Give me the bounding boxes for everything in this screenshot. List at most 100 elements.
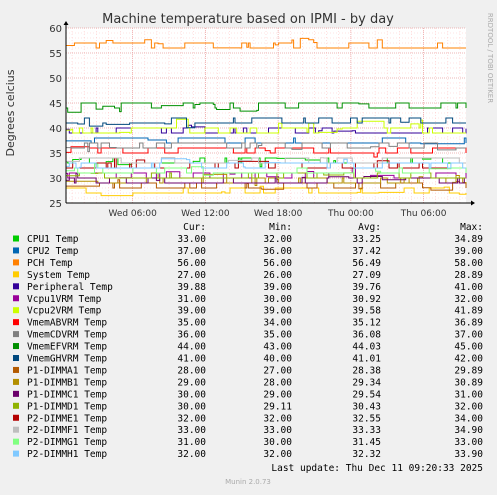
legend-value-max: 33.00 [454,437,483,448]
legend-value-avg: 41.01 [352,354,381,365]
legend-value-min: 28.00 [263,377,292,388]
legend-value-avg: 28.38 [352,365,381,376]
legend-value-avg: 30.92 [352,294,381,305]
munin-version: Munin 2.0.73 [225,478,271,486]
x-axis-arrow [471,200,475,206]
legend-value-cur: 29.00 [177,377,206,388]
legend-value-cur: 44.00 [177,342,206,353]
legend-value-cur: 41.00 [177,354,206,365]
legend-series-name: VmemEFVRM Temp [27,342,107,353]
legend-swatch [13,295,19,302]
legend-header-cur: Cur: [183,222,206,233]
legend-swatch [13,426,19,433]
legend-value-cur: 32.00 [177,449,206,460]
legend-value-max: 58.00 [454,258,483,269]
legend-value-avg: 33.25 [352,234,381,245]
legend-value-avg: 56.49 [352,258,381,269]
legend-value-min: 43.00 [263,342,292,353]
legend-swatch [13,343,19,350]
legend-header-avg: Avg: [358,222,381,233]
legend-value-min: 33.00 [263,425,292,436]
legend-value-min: 32.00 [263,234,292,245]
legend-series-name: P2-DIMMG1 Temp [27,437,107,448]
x-tick-label: Thu 06:00 [400,209,447,219]
legend-swatch [13,366,19,373]
legend-value-max: 30.89 [454,377,483,388]
series-line [66,142,466,153]
legend-value-avg: 27.09 [352,270,381,281]
legend-value-cur: 27.00 [177,270,206,281]
legend-value-cur: 39.00 [177,306,206,317]
legend-value-max: 33.90 [454,449,483,460]
legend-value-min: 36.00 [263,246,292,257]
legend-swatch [13,355,19,361]
legend-value-max: 31.00 [454,389,483,400]
legend-value-max: 34.90 [454,425,483,436]
plot-area: 25 30 35 40 45 50 55 60 Wed 06:00 Wed 12:00 Wed 18… [49,21,475,219]
legend-value-avg: 30.43 [352,401,381,412]
legend-value-avg: 32.55 [352,413,381,424]
series-line [66,146,467,158]
legend-value-cur: 56.00 [177,258,206,269]
legend-value-max: 41.89 [454,306,483,317]
legend-value-min: 27.00 [263,365,292,376]
legend-value-avg: 29.54 [352,389,381,400]
x-tick-label: Wed 06:00 [108,209,157,219]
legend-value-cur: 30.00 [177,401,206,412]
legend-series-name: Vcpu1VRM Temp [27,294,102,305]
legend-value-cur: 33.00 [177,425,206,436]
legend-swatch [13,319,19,326]
legend-value-min: 40.00 [263,354,292,365]
legend-series-name: CPU2 Temp [27,246,79,257]
legend-value-avg: 31.45 [352,437,381,448]
chart-title: Machine temperature based on IPMI - by d… [102,12,394,27]
legend-value-min: 30.00 [263,437,292,448]
legend-value-max: 45.00 [454,342,483,353]
legend-value-avg: 32.32 [352,449,381,460]
legend-swatch [13,283,19,290]
y-tick-label: 40 [49,124,62,135]
y-axis-arrow [63,21,69,25]
series-line [66,102,467,113]
series-line [66,158,466,169]
legend-swatch [13,235,19,242]
legend-value-max: 34.89 [454,234,483,245]
legend-value-cur: 28.00 [177,365,206,376]
legend-value-avg: 35.12 [352,318,381,329]
legend-swatch [13,307,19,314]
legend-series-name: CPU1 Temp [27,234,79,245]
legend-series-name: VmemCDVRM Temp [27,330,107,341]
legend-value-avg: 33.33 [352,425,381,436]
legend-series-name: VmemABVRM Temp [27,318,107,329]
y-tick-label: 25 [49,199,62,210]
legend-swatch [13,414,19,421]
legend-value-cur: 31.00 [177,437,206,448]
x-tick-label: Wed 12:00 [181,209,230,219]
legend-value-max: 29.89 [454,365,483,376]
legend-swatch [13,331,19,338]
legend-value-min: 35.00 [263,330,292,341]
legend: Cur: Min: Avg: Max:CPU1 Temp 33.00 32.00 33.25… [13,222,483,460]
legend-value-cur: 30.00 [177,389,206,400]
legend-swatch [13,378,19,385]
y-tick-label: 55 [49,49,62,60]
x-tick-label: Wed 18:00 [254,209,303,219]
legend-swatch [13,450,19,457]
legend-value-cur: 37.00 [177,246,206,257]
series-line [66,37,466,49]
series-line [66,117,466,129]
legend-value-avg: 39.58 [352,306,381,317]
rrdtool-label: RRDTOOL / TOBI OETIKER [486,13,494,103]
last-update: Last update: Thu Dec 11 09:20:33 2025 [271,463,483,474]
legend-swatch [13,271,19,278]
legend-value-min: 56.00 [263,258,292,269]
legend-swatch [13,259,19,266]
legend-value-min: 30.00 [263,294,292,305]
legend-value-max: 36.89 [454,318,483,329]
legend-series-name: P1-DIMMC1 Temp [27,389,107,400]
y-tick-label: 35 [49,149,62,160]
legend-value-max: 32.00 [454,401,483,412]
legend-value-min: 32.00 [263,413,292,424]
legend-value-avg: 44.03 [352,342,381,353]
